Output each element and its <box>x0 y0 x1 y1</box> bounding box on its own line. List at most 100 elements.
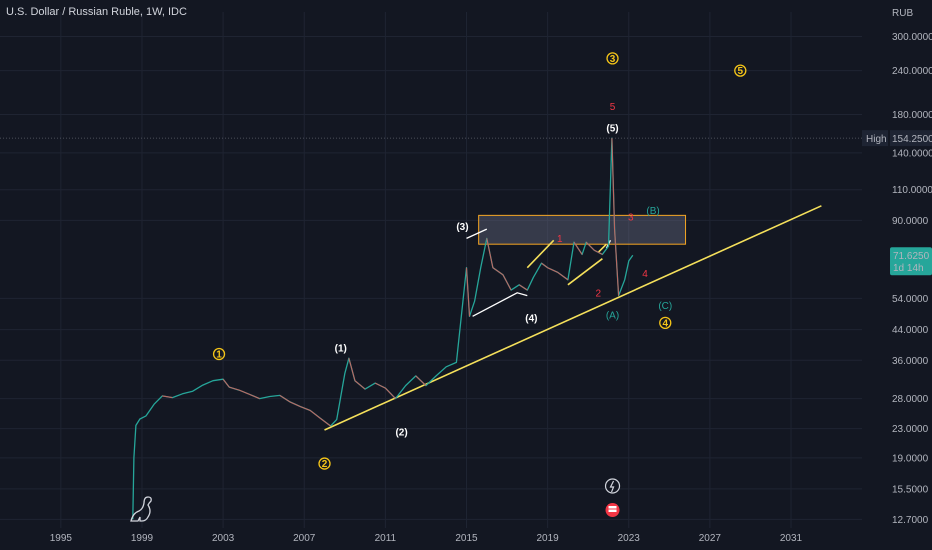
y-tick-label: 140.0000 <box>892 148 932 159</box>
price-segment-down <box>384 387 396 400</box>
wave-label-text: (3) <box>456 222 468 233</box>
y-tick-label: 54.0000 <box>892 294 929 305</box>
symbol-title[interactable]: U.S. Dollar / Russian Ruble, 1W, IDC <box>6 6 187 18</box>
price-segment-down <box>502 274 512 291</box>
wave-label-text: 3 <box>610 54 616 65</box>
price-segment-down <box>573 241 583 255</box>
wave-label-text: 2 <box>596 288 602 299</box>
price-segment-down <box>249 393 260 400</box>
price-axis[interactable]: RUB 300.0000 240.0000 180.0000 140.0000 110.0… <box>892 8 932 526</box>
price-segment-down <box>229 386 240 391</box>
y-tick-label: 240.0000 <box>892 66 932 77</box>
y-tick-label: 19.0000 <box>892 453 929 464</box>
y-tick-label: 90.0000 <box>892 216 929 227</box>
price-segment-down <box>289 401 301 407</box>
price-segment-down <box>518 284 528 291</box>
high-value: 154.2500 <box>892 134 932 145</box>
y-tick-label: 36.0000 <box>892 356 929 367</box>
wave-label-text: (4) <box>525 313 537 324</box>
price-segment-down <box>547 267 558 273</box>
grid <box>0 12 862 528</box>
high-value-bg <box>890 130 932 147</box>
lightning-event-icon[interactable] <box>604 478 621 494</box>
wave-label-text: (5) <box>606 123 618 134</box>
price-segment-down <box>594 249 603 255</box>
icons-layer <box>130 478 621 522</box>
wave-label-text: 1 <box>216 350 222 361</box>
x-tick-label: 2015 <box>455 533 478 544</box>
wave-label-text: (2) <box>395 428 407 439</box>
last-price-badge <box>890 247 932 276</box>
x-tick-label: 2007 <box>293 533 316 544</box>
x-tick-label: 2019 <box>536 533 559 544</box>
price-series-layer <box>132 137 634 520</box>
high-label-bg <box>862 130 888 147</box>
trendline <box>526 239 555 269</box>
lightning-glyph <box>609 480 615 493</box>
wave-label-text: (1) <box>335 344 347 355</box>
wave-label-circle <box>659 316 672 329</box>
wave-label-text: 4 <box>662 318 668 329</box>
wave-label-circle <box>318 457 331 470</box>
y-tick-label: 12.7000 <box>892 515 929 526</box>
dino-logo-icon <box>130 496 152 522</box>
wave-label-circle <box>212 347 226 361</box>
y-tick-label: 28.0000 <box>892 394 929 405</box>
x-tick-label: 2027 <box>699 533 722 544</box>
bar-countdown: 1d 14h <box>893 263 924 274</box>
wave-label-text: 1 <box>557 234 563 245</box>
wave-label-text: 3 <box>628 213 634 224</box>
price-segment-down <box>486 238 494 268</box>
price-segment-down <box>162 395 173 399</box>
y-tick-label: 180.0000 <box>892 110 932 121</box>
wave-label-circle <box>734 64 747 77</box>
wave-label-text: 5 <box>738 66 744 77</box>
wave-label-text: 4 <box>642 269 648 280</box>
x-tick-label: 1999 <box>131 533 154 544</box>
price-segment-down <box>611 138 616 230</box>
wave-label-text: 2 <box>322 459 328 470</box>
range-box-layer <box>478 214 687 245</box>
wave-labels-layer: 1 2 3 4 5 (1) (2) (3) (4) (5) 1 2 3 4 5 (A) (B) (C) <box>212 52 747 470</box>
wave-label-circle <box>606 52 619 65</box>
price-segment-down <box>299 405 311 412</box>
trendline <box>324 205 822 431</box>
y-tick-label: 110.0000 <box>892 185 932 196</box>
y-tick-label: 15.5000 <box>892 484 929 495</box>
trendline <box>567 258 603 286</box>
x-tick-label: 2003 <box>212 533 235 544</box>
price-segment-down <box>541 262 548 269</box>
price-segment-down <box>374 382 386 389</box>
price-segment-down <box>492 267 504 276</box>
y-tick-label: 23.0000 <box>892 424 929 435</box>
price-segment-down <box>465 267 471 317</box>
price-segment-down <box>309 410 321 419</box>
price-segment-down <box>557 271 569 281</box>
time-axis[interactable]: 1995 1999 2003 2007 2011 2015 2019 2023 2027 2031 <box>50 533 803 544</box>
price-segment-down <box>348 358 356 381</box>
price-segment-down <box>320 417 331 427</box>
x-tick-label: 2011 <box>375 533 397 544</box>
price-segment-down <box>222 378 230 388</box>
wave-label-text: (A) <box>606 310 619 321</box>
x-tick-label: 1995 <box>50 533 73 544</box>
y-tick-label: 44.0000 <box>892 325 929 336</box>
trendline <box>466 228 488 239</box>
price-segment-down <box>585 241 595 251</box>
x-tick-label: 2023 <box>618 533 641 544</box>
x-tick-label: 2031 <box>780 533 803 544</box>
axis-currency-label: RUB <box>892 8 913 19</box>
trendlines-layer <box>324 205 822 431</box>
price-segment-down <box>279 394 291 403</box>
high-label: High <box>866 134 887 145</box>
price-segment-down <box>415 375 427 386</box>
trendline <box>472 292 528 317</box>
wave-label-text: 5 <box>610 102 616 113</box>
price-segment-down <box>614 229 620 296</box>
wave-label-text: (C) <box>658 301 672 312</box>
trendline <box>597 243 607 253</box>
resistance-range-box <box>478 214 687 245</box>
last-price-value: 71.6250 <box>893 251 930 262</box>
